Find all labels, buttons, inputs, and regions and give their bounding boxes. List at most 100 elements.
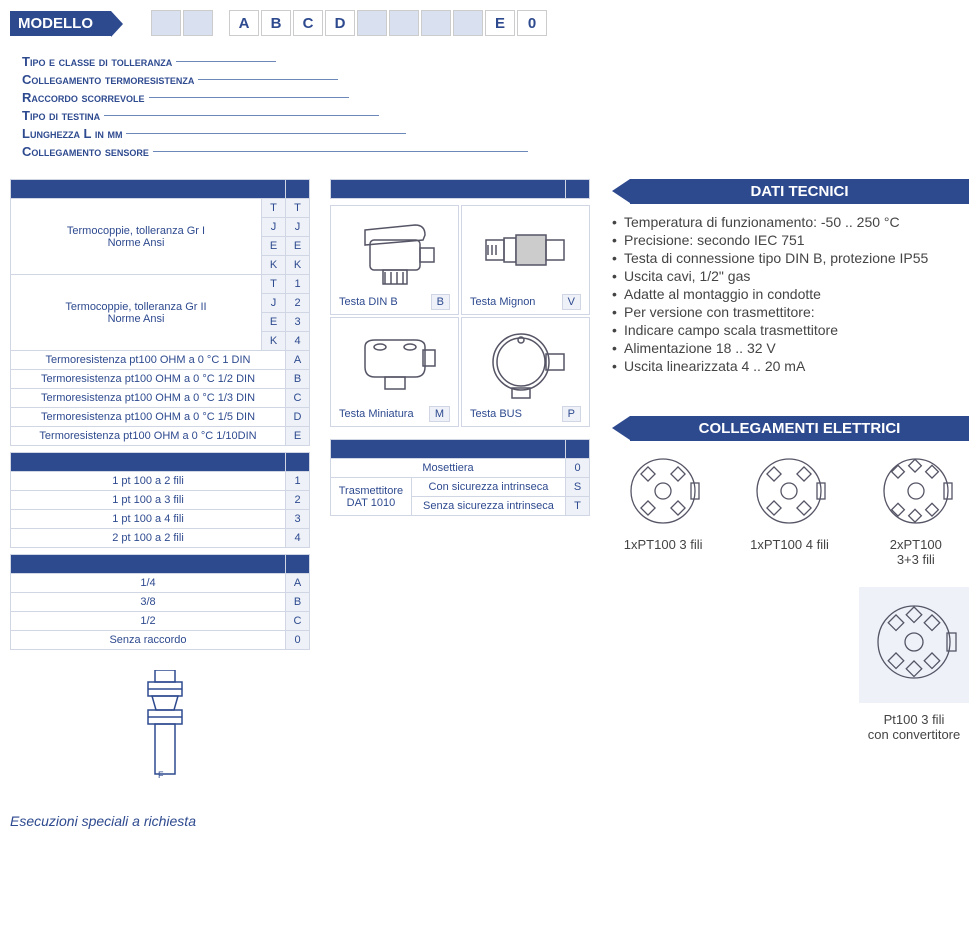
cell: 1/2 bbox=[11, 612, 286, 631]
testina-item: Testa DIN BB bbox=[330, 205, 459, 315]
cell: 2 bbox=[286, 491, 310, 510]
conn-label: 1xPT100 3 fili bbox=[623, 537, 703, 552]
cell: 3 bbox=[286, 313, 310, 332]
table-code-header: E bbox=[566, 440, 590, 459]
testina-item: Testa Miniatura M bbox=[330, 317, 459, 427]
table-code-header: D bbox=[566, 180, 590, 199]
legend-line: Collegamento termoresistenza bbox=[22, 72, 969, 87]
cell: Senza sicurezza intrinseca bbox=[411, 497, 565, 516]
cell: 3/8 bbox=[11, 593, 286, 612]
table-header: COLLEGAMENTO TERMORESISTENZE bbox=[11, 453, 286, 472]
collegamenti-grid: 1xPT100 3 fili 1xPT100 4 fili 2xPT100 3+… bbox=[610, 451, 969, 567]
cell: E bbox=[286, 237, 310, 256]
dati-item: Alimentazione 18 .. 32 V bbox=[624, 340, 969, 356]
table-code-header: C bbox=[286, 555, 310, 574]
code-box: E bbox=[485, 10, 515, 36]
testina-label: Testa Mignon bbox=[470, 296, 535, 308]
code-box bbox=[357, 10, 387, 36]
testina-code: P bbox=[562, 406, 581, 422]
cell: B bbox=[286, 370, 310, 389]
cell: K bbox=[286, 256, 310, 275]
cell: 1/4 bbox=[11, 574, 286, 593]
cell: 1 pt 100 a 2 fili bbox=[11, 472, 286, 491]
cell: 1 bbox=[286, 275, 310, 294]
cell: 4 bbox=[286, 529, 310, 548]
cell: D bbox=[286, 408, 310, 427]
conn-label: 1xPT100 4 fili bbox=[749, 537, 829, 552]
cell: 2 pt 100 a 2 fili bbox=[11, 529, 286, 548]
testina-label: Testa Miniatura bbox=[339, 408, 414, 420]
left-column: TIPO E CLASSE DI TOLLERANZAA Termocoppie… bbox=[10, 179, 310, 829]
code-box bbox=[421, 10, 451, 36]
cell: 4 bbox=[286, 332, 310, 351]
code-box bbox=[183, 10, 213, 36]
conn-label: Pt100 3 fili con convertitore bbox=[859, 712, 969, 742]
conn-label: 2xPT100 3+3 fili bbox=[876, 537, 956, 567]
legend-line: Tipo di testina bbox=[22, 108, 969, 123]
cell: K bbox=[262, 256, 286, 275]
cell: J bbox=[262, 294, 286, 313]
cell: 2 bbox=[286, 294, 310, 313]
legend-text: Collegamento termoresistenza bbox=[22, 72, 194, 87]
right-column: DATI TECNICI Temperatura di funzionament… bbox=[610, 179, 969, 742]
testa-din-b-icon bbox=[345, 210, 445, 290]
cell: 0 bbox=[566, 459, 590, 478]
cell: Termoresistenza pt100 OHM a 0 °C 1/2 DIN bbox=[11, 370, 286, 389]
testina-code: B bbox=[431, 294, 450, 310]
modello-row: MODELLO A B C D E 0 bbox=[10, 10, 969, 36]
cell: T bbox=[286, 199, 310, 218]
testina-grid: Testa DIN BB Testa Mignon V Testa Miniatu… bbox=[330, 205, 590, 427]
dati-item: Precisione: secondo IEC 751 bbox=[624, 232, 969, 248]
conn-box bbox=[859, 587, 969, 703]
legend-line: Raccordo scorrevole bbox=[22, 90, 969, 105]
cell: B bbox=[286, 593, 310, 612]
table-collegamento-term: COLLEGAMENTO TERMORESISTENZEB 1 pt 100 a… bbox=[10, 452, 310, 548]
cell: E bbox=[262, 237, 286, 256]
legend-line: Collegamento sensore bbox=[22, 144, 969, 159]
legend-line: Lunghezza L in mm bbox=[22, 126, 969, 141]
testa-mignon-icon bbox=[476, 210, 576, 290]
collegamenti-header: COLLEGAMENTI ELETTRICI bbox=[630, 416, 969, 441]
table-raccordo: RACCORDO SCORREVOLEC 1/4A 3/8B 1/2C Senz… bbox=[10, 554, 310, 650]
table-header: COLLEGAMENTO SENSORE bbox=[331, 440, 566, 459]
cell: 1 pt 100 a 4 fili bbox=[11, 510, 286, 529]
cell: Senza raccordo bbox=[11, 631, 286, 650]
cell: S bbox=[566, 478, 590, 497]
testina-label: Testa BUS bbox=[470, 408, 522, 420]
group-label: Trasmettitore DAT 1010 bbox=[331, 478, 412, 516]
fitting-icon: F bbox=[140, 670, 190, 780]
cell: 0 bbox=[286, 631, 310, 650]
cell: C bbox=[286, 389, 310, 408]
code-box bbox=[453, 10, 483, 36]
code-gap bbox=[215, 10, 227, 36]
code-box: 0 bbox=[517, 10, 547, 36]
code-box bbox=[389, 10, 419, 36]
cell: 1 bbox=[286, 472, 310, 491]
raccordo-drawing: F bbox=[140, 670, 310, 783]
code-box: D bbox=[325, 10, 355, 36]
testina-code: M bbox=[429, 406, 450, 422]
testina-item: Testa Mignon V bbox=[461, 205, 590, 315]
cell: E bbox=[286, 427, 310, 446]
code-box bbox=[151, 10, 181, 36]
dati-item: Per versione con trasmettitore: bbox=[624, 304, 969, 320]
connector-icon bbox=[623, 451, 703, 531]
legend-text: Lunghezza L in mm bbox=[22, 126, 122, 141]
cell: A bbox=[286, 351, 310, 370]
cell: 1 pt 100 a 3 fili bbox=[11, 491, 286, 510]
table-sensore: COLLEGAMENTO SENSOREE Mosettiera0 Trasme… bbox=[330, 439, 590, 516]
legend-text: Collegamento sensore bbox=[22, 144, 149, 159]
cell: T bbox=[566, 497, 590, 516]
dati-tecnici-header: DATI TECNICI bbox=[630, 179, 969, 204]
middle-column: TIPO DI TESTINAD Testa DIN BB Testa Mign… bbox=[330, 179, 590, 522]
modello-label: MODELLO bbox=[10, 11, 111, 36]
table-header: RACCORDO SCORREVOLE bbox=[11, 555, 286, 574]
table-tolleranza: TIPO E CLASSE DI TOLLERANZAA Termocoppie… bbox=[10, 179, 310, 446]
code-box: B bbox=[261, 10, 291, 36]
cell: 3 bbox=[286, 510, 310, 529]
dati-item: Testa di connessione tipo DIN B, protezi… bbox=[624, 250, 969, 266]
cell: Termoresistenza pt100 OHM a 0 °C 1/10DIN bbox=[11, 427, 286, 446]
testina-code: V bbox=[562, 294, 581, 310]
cell: Termoresistenza pt100 OHM a 0 °C 1/5 DIN bbox=[11, 408, 286, 427]
dati-tecnici-list: Temperatura di funzionamento: -50 .. 250… bbox=[610, 214, 969, 374]
